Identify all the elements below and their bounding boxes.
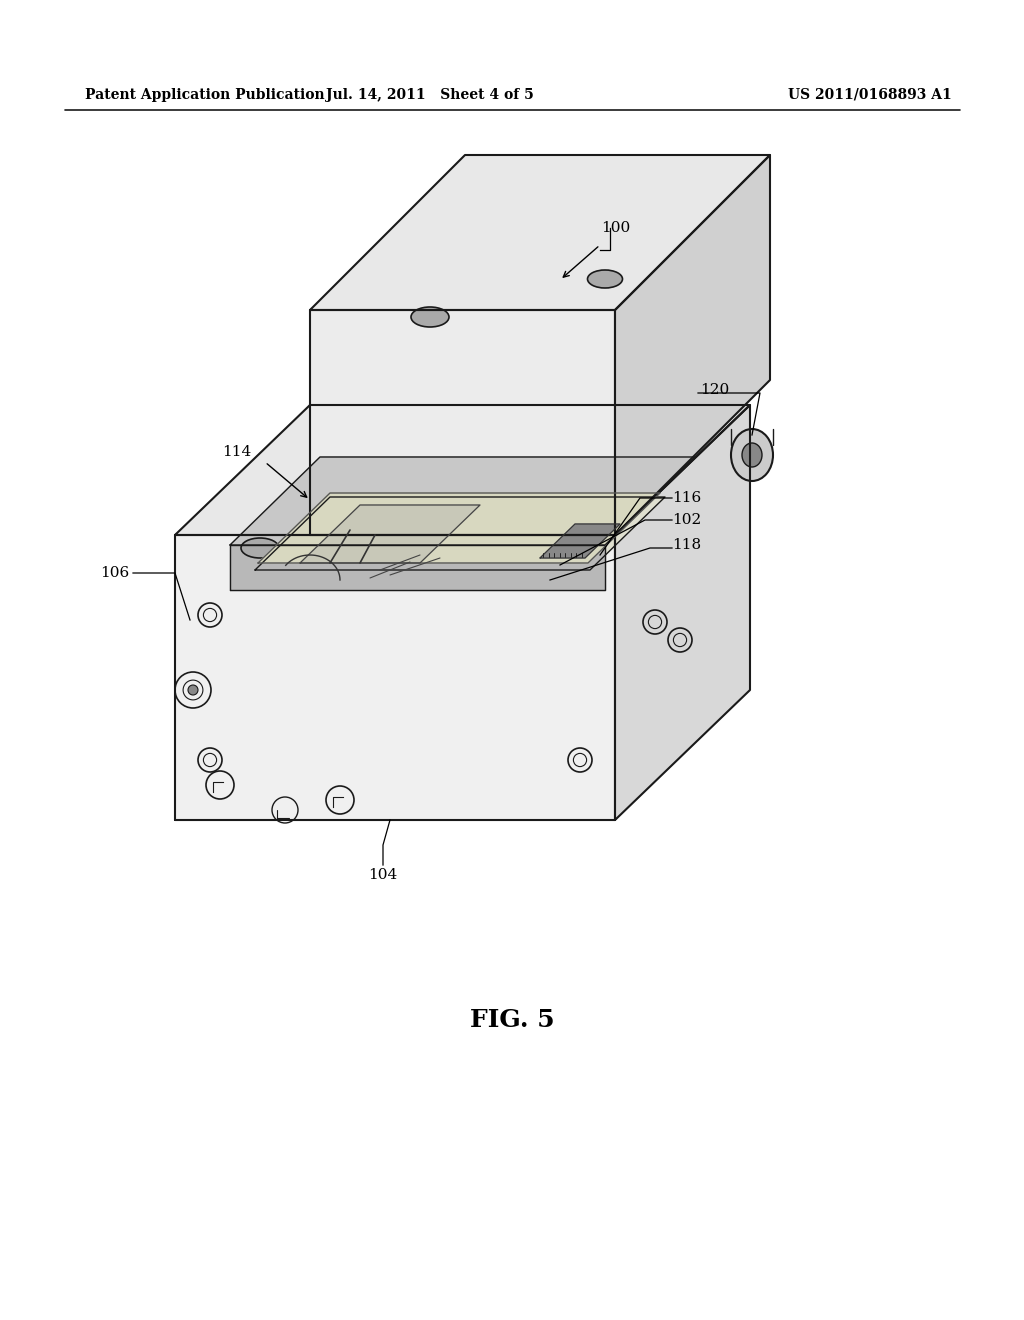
Ellipse shape <box>481 539 519 558</box>
Text: 102: 102 <box>672 513 701 527</box>
Ellipse shape <box>588 271 623 288</box>
Polygon shape <box>540 524 620 558</box>
Polygon shape <box>255 498 665 570</box>
Text: 116: 116 <box>672 491 701 506</box>
Polygon shape <box>310 310 615 535</box>
Text: 100: 100 <box>601 220 630 235</box>
Text: 106: 106 <box>100 566 129 579</box>
Text: 120: 120 <box>700 383 729 397</box>
Polygon shape <box>230 457 695 545</box>
Polygon shape <box>300 506 480 564</box>
Text: Patent Application Publication: Patent Application Publication <box>85 88 325 102</box>
Polygon shape <box>310 154 770 310</box>
Ellipse shape <box>241 539 279 558</box>
Circle shape <box>188 685 198 696</box>
Ellipse shape <box>411 308 449 327</box>
Polygon shape <box>175 405 750 535</box>
Text: 114: 114 <box>222 445 251 459</box>
Text: FIG. 5: FIG. 5 <box>470 1008 554 1032</box>
Polygon shape <box>175 535 615 820</box>
Text: Jul. 14, 2011   Sheet 4 of 5: Jul. 14, 2011 Sheet 4 of 5 <box>326 88 534 102</box>
Ellipse shape <box>731 429 773 480</box>
Polygon shape <box>258 492 660 564</box>
Ellipse shape <box>742 444 762 467</box>
Polygon shape <box>615 154 770 535</box>
Polygon shape <box>615 405 750 820</box>
Text: 118: 118 <box>672 539 701 552</box>
Polygon shape <box>230 545 605 590</box>
Text: US 2011/0168893 A1: US 2011/0168893 A1 <box>788 88 952 102</box>
Text: 104: 104 <box>369 869 397 882</box>
